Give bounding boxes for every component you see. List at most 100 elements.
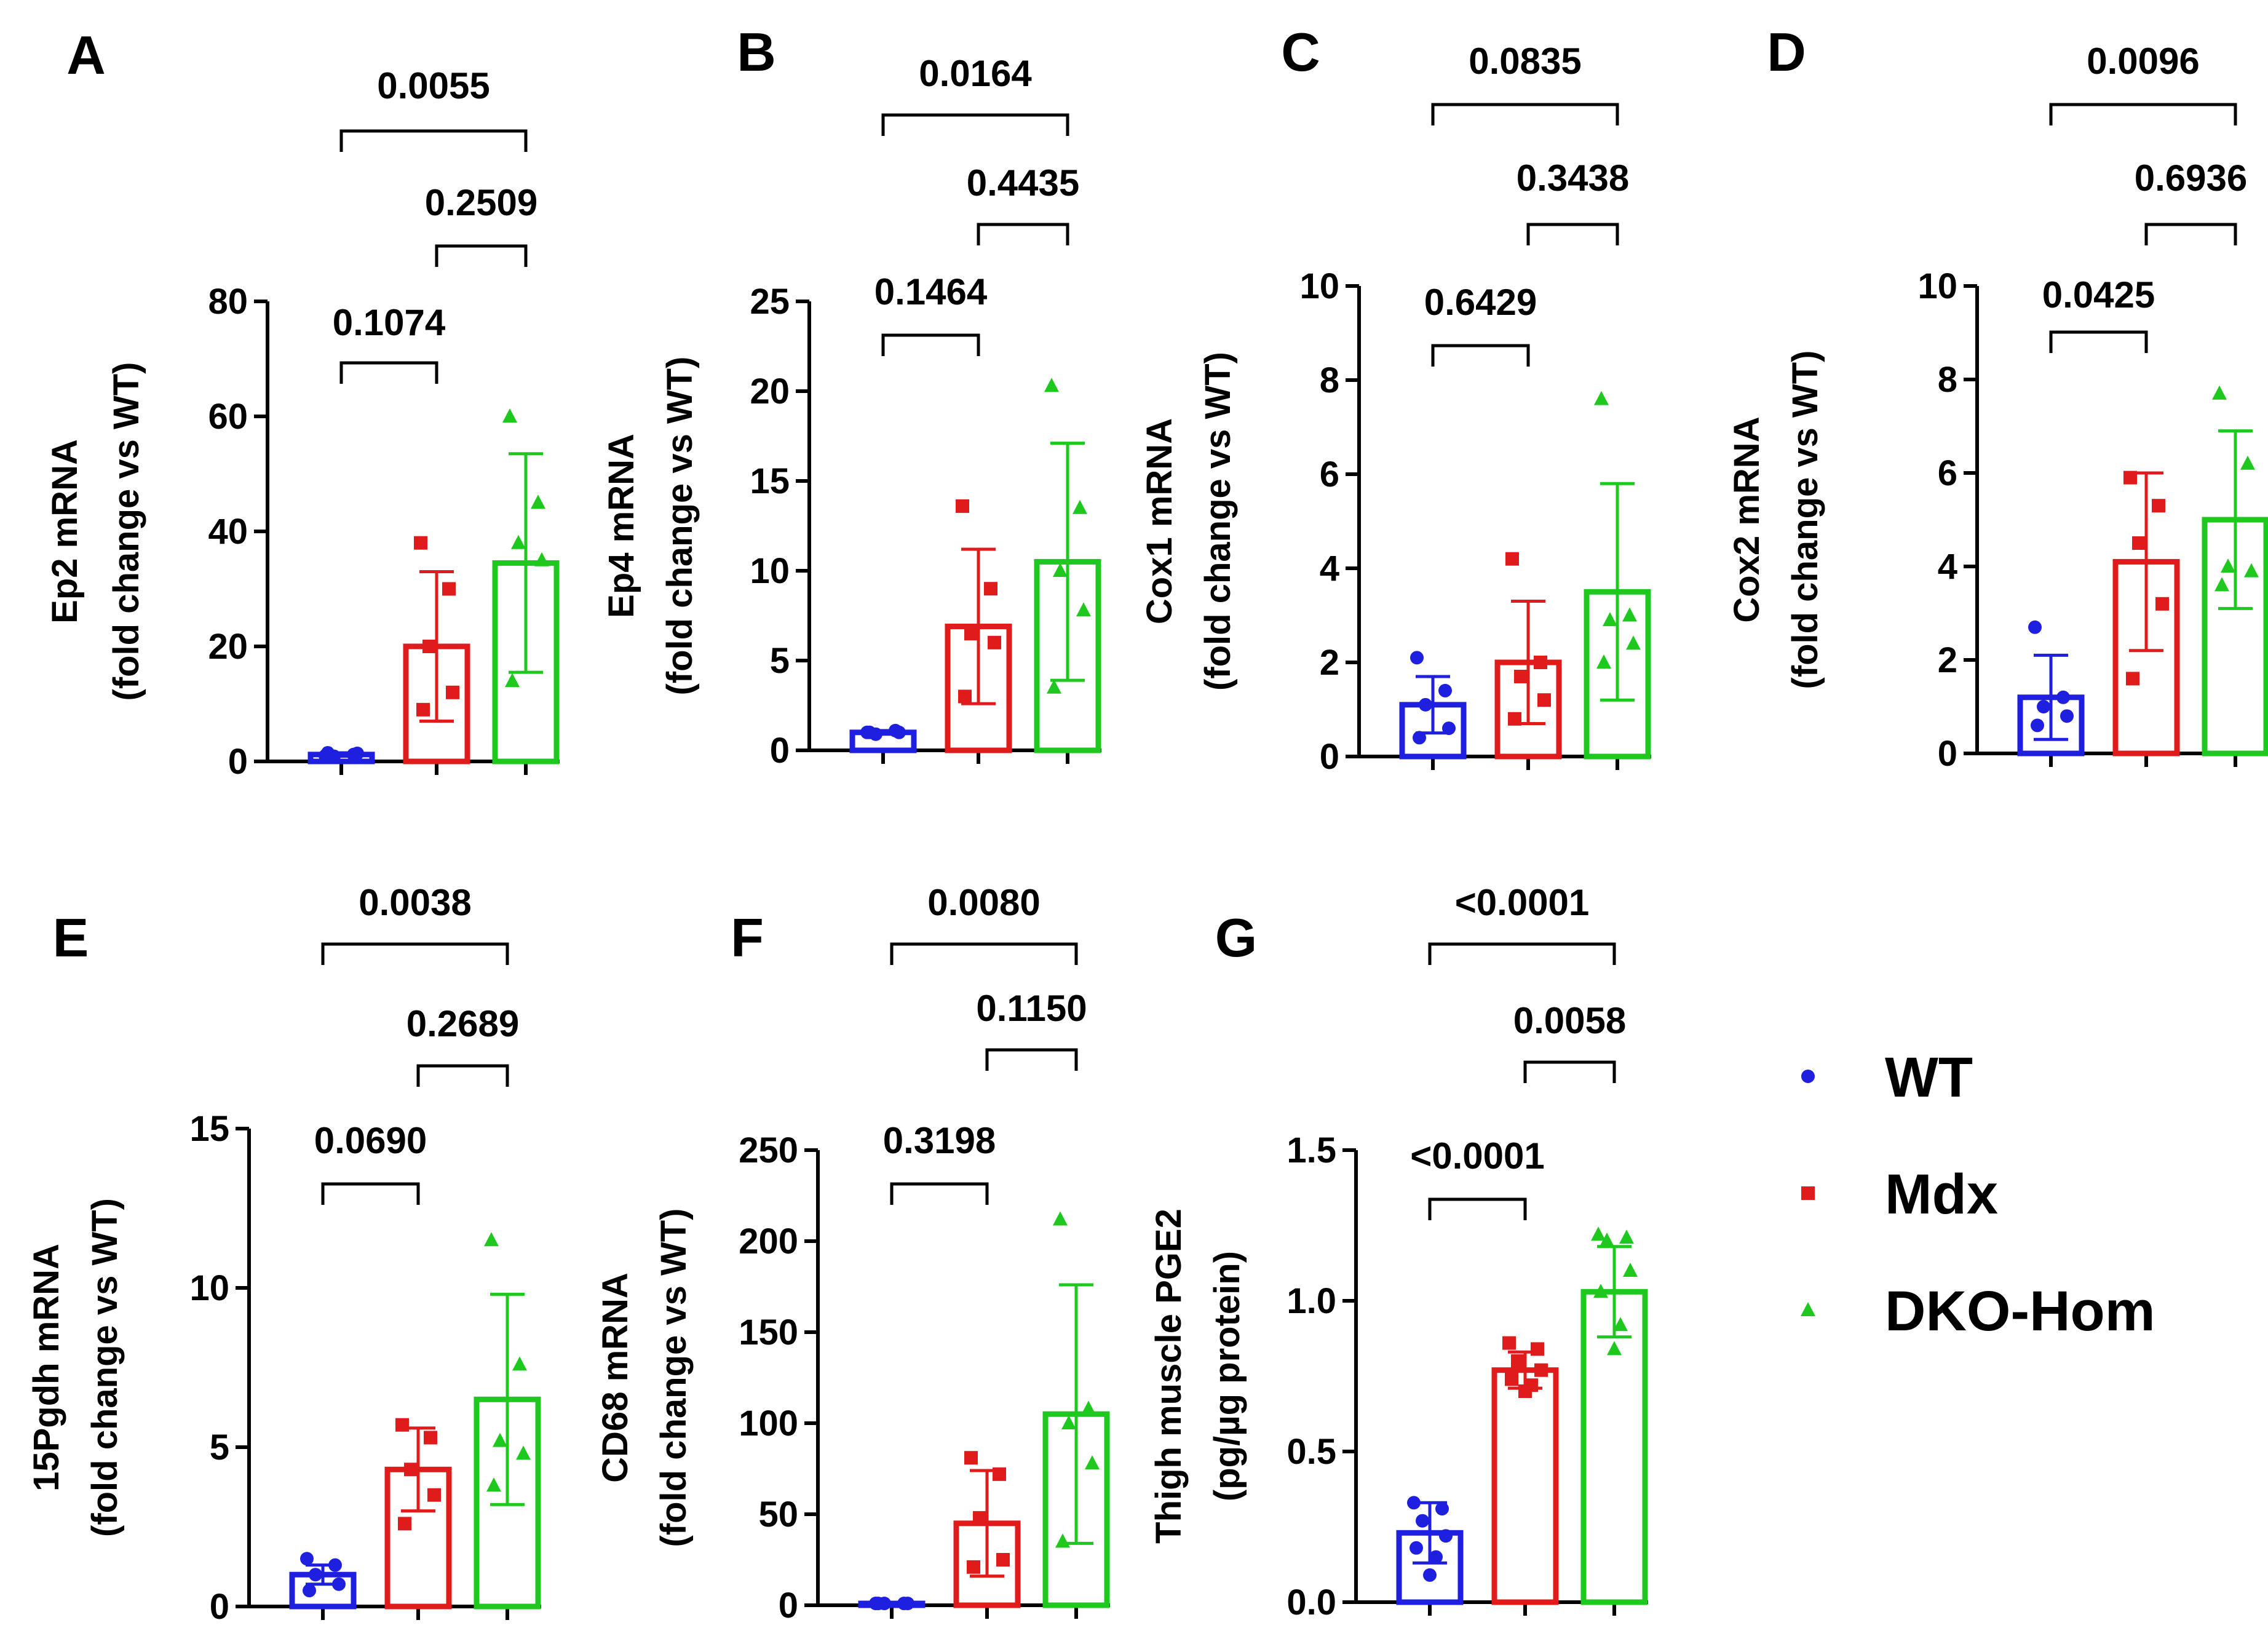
data-point [1531,1342,1544,1356]
comparison-bracket [890,1182,989,1205]
data-point [1622,607,1637,622]
legend-label: DKO-Hom [1885,1280,2155,1343]
panel-A: A Ep2 mRNA (fold change vs WT) 0 20 40 60 80 0.1… [45,25,560,782]
data-point [958,689,972,704]
data-point [1534,656,1547,669]
y-tick-label: 0 [779,1586,798,1626]
data-point [502,408,517,423]
data-point [414,536,427,550]
p-value-label: 0.0058 [1513,1000,1627,1041]
data-point [892,725,906,739]
legend-marker-dko-hom [1801,1302,1815,1316]
data-point [2214,577,2229,592]
data-point [398,1517,411,1531]
y-tick-label: 10 [1299,266,1339,306]
data-point [871,1597,885,1611]
data-point [1047,679,1061,694]
p-value-label: 0.3438 [1517,157,1630,199]
panel-letter: D [1767,22,1806,82]
data-point [2212,385,2227,400]
data-point [424,1431,437,1445]
data-point [442,582,456,596]
data-point [1044,378,1059,392]
y-tick-label: 10 [750,551,790,591]
comparison-bracket [339,361,438,384]
y-tick-label: 6 [1938,453,1957,493]
data-point [2056,690,2070,704]
legend-label: Mdx [1885,1163,1998,1226]
comparison-bracket [890,942,1078,965]
p-value-label: 0.4435 [967,162,1080,204]
data-point [2221,558,2235,573]
comparison-bracket [1428,942,1616,965]
y-tick-label: 15 [750,461,790,501]
data-point [1607,1341,1622,1356]
p-value-label: 0.1150 [976,988,1087,1029]
y-axis-label: Cox2 mRNA [1727,416,1767,622]
comparison-bracket [2049,103,2237,125]
data-point [512,1356,527,1371]
comparison-bracket [1428,1197,1527,1220]
comparison-bracket [1431,344,1530,367]
panel-C: C Cox1 mRNA (fold change vs WT) 0 2 4 6 8 10 0.64… [1140,22,1651,777]
y-tick-label: 200 [739,1221,798,1261]
data-point [427,1488,441,1502]
y-tick-label: 1.0 [1287,1281,1336,1321]
panel-G: G Thigh muscle PGE2 (pg/µg protein) 0.0 0.5 1… [1149,882,1648,1622]
data-point [1502,1336,1516,1350]
data-point [2123,471,2137,485]
data-point [2132,536,2146,550]
data-point [1055,1533,1070,1548]
data-point [1619,1229,1634,1244]
data-point [1081,1400,1096,1415]
y-tick-label: 0 [228,742,248,782]
y-tick-label: 0 [770,731,790,771]
data-point [309,1568,322,1582]
data-point [863,725,876,739]
data-point [1591,1226,1606,1241]
data-point [1511,1354,1525,1368]
p-value-label: 0.0096 [2087,41,2200,82]
y-tick-label: 0 [1938,734,1957,774]
comparison-bracket [1526,223,1619,245]
panel-letter: F [731,907,764,968]
y-tick-label: 20 [750,371,790,411]
p-value-label: 0.1074 [333,302,446,343]
panel-letter: C [1281,22,1320,82]
data-point [1596,654,1611,669]
y-tick-label: 0.0 [1287,1582,1336,1622]
p-value-label: 0.2689 [406,1003,520,1044]
data-point [1419,697,1432,712]
data-point [2152,499,2165,513]
y-tick-label: 20 [208,627,248,667]
p-value-label: 0.0164 [919,53,1032,94]
data-point [973,1511,986,1525]
comparison-bracket [321,942,509,965]
y-tick-label: 60 [208,397,248,437]
comparison-bracket [985,1048,1078,1071]
data-point [1613,1317,1628,1332]
y-tick-label: 5 [210,1428,229,1467]
data-point [1410,651,1424,665]
y-axis-label: CD68 mRNA [595,1273,635,1483]
data-point [1438,683,1452,697]
y-tick-label: 1.5 [1287,1130,1336,1170]
data-point [1435,1502,1449,1516]
panel-E: E 15Pgdh mRNA (fold change vs WT) 0 5 10 15 0.0… [26,882,541,1627]
p-value-label: 0.2509 [425,182,538,223]
p-value-label: 0.0038 [359,882,472,923]
data-point [1073,499,1087,514]
data-point [901,1597,914,1611]
data-point [351,746,364,760]
y-axis-label: 15Pgdh mRNA [26,1244,66,1491]
data-point [956,499,969,513]
y-tick-label: 5 [770,641,790,681]
p-value-label: 0.0055 [377,65,490,106]
legend-marker-mdx [1801,1186,1815,1200]
data-point [328,1558,342,1572]
data-point [1410,1541,1423,1555]
comparison-bracket [1523,1060,1616,1083]
y-tick-label: 150 [739,1312,798,1352]
y-tick-label: 40 [208,512,248,552]
y-axis-label: Ep2 mRNA [45,439,85,624]
